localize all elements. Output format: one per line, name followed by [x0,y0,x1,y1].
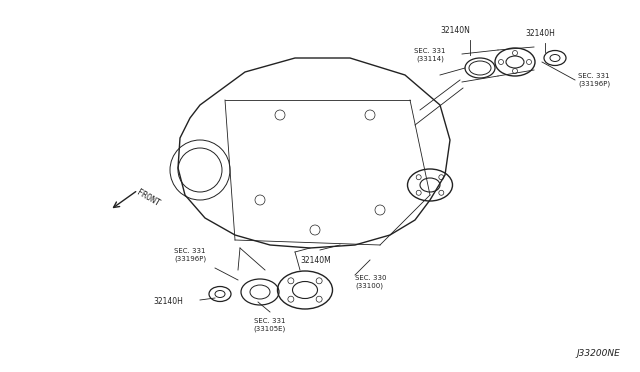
Text: J33200NE: J33200NE [576,349,620,358]
Text: SEC. 331
(33105E): SEC. 331 (33105E) [254,318,286,332]
Text: 32140N: 32140N [440,26,470,35]
Text: SEC. 331
(33196P): SEC. 331 (33196P) [174,248,206,262]
Text: 32140H: 32140H [525,29,555,38]
Text: 32140M: 32140M [300,256,331,265]
Text: SEC. 331
(33114): SEC. 331 (33114) [414,48,445,62]
Text: SEC. 331
(33196P): SEC. 331 (33196P) [578,73,610,87]
Text: 32140H: 32140H [153,298,183,307]
Text: SEC. 330
(33100): SEC. 330 (33100) [355,275,387,289]
Text: FRONT: FRONT [135,188,161,208]
